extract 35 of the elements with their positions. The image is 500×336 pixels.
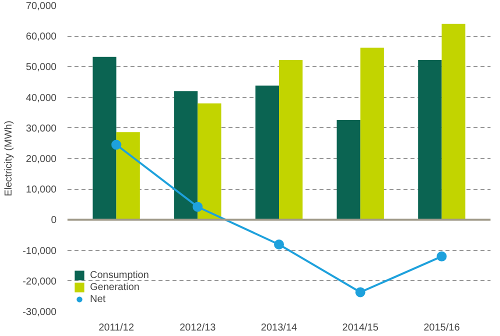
bar bbox=[92, 56, 116, 220]
bar bbox=[336, 120, 360, 220]
bar bbox=[442, 24, 466, 220]
x-tick-label: 2014/15 bbox=[342, 322, 379, 334]
bar bbox=[174, 91, 198, 220]
x-tick-label: 2011/12 bbox=[98, 322, 134, 334]
bar bbox=[418, 60, 442, 220]
y-tick-label: 50,000 bbox=[26, 62, 57, 74]
bar bbox=[360, 48, 384, 220]
point bbox=[111, 140, 122, 150]
x-tick-label: 2013/14 bbox=[260, 322, 298, 334]
legend-label: Generation bbox=[90, 282, 140, 292]
y-tick-label: -20,000 bbox=[22, 276, 57, 288]
y-tick-label: 40,000 bbox=[26, 92, 57, 104]
legend-label: Consumption bbox=[90, 270, 149, 280]
bar bbox=[116, 132, 140, 220]
y-tick-label: 60,000 bbox=[26, 32, 57, 43]
point bbox=[192, 202, 203, 212]
point bbox=[436, 251, 447, 262]
y-tick-label: 20,000 bbox=[26, 154, 57, 165]
y-tick-label: 0 bbox=[50, 215, 57, 226]
y-tick-label: 70,000 bbox=[26, 1, 57, 12]
x-tick-label: 2015/16 bbox=[424, 322, 460, 334]
y-tick-label: -30,000 bbox=[22, 307, 57, 318]
y-tick-label: -10,000 bbox=[22, 246, 57, 257]
y-tick-label: 30,000 bbox=[26, 123, 57, 134]
y-axis-title: Electricity (MWh) bbox=[4, 120, 15, 196]
bar bbox=[255, 86, 279, 220]
legend-label: Net bbox=[90, 294, 107, 304]
point bbox=[355, 287, 366, 298]
x-tick-label: 2012/13 bbox=[180, 322, 216, 334]
bar bbox=[198, 103, 222, 220]
point bbox=[274, 239, 284, 250]
bar bbox=[279, 60, 303, 220]
y-tick-label: 10,000 bbox=[26, 184, 57, 196]
